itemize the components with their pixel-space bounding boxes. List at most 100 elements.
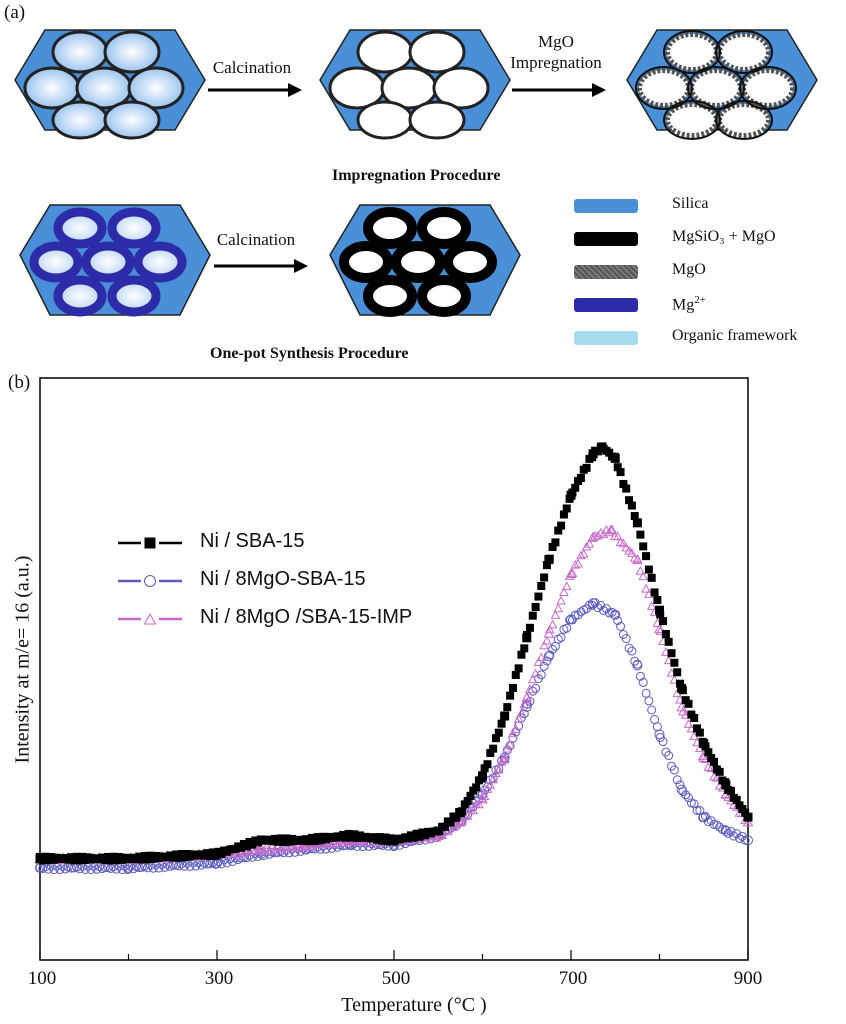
trace-point	[38, 863, 48, 873]
trace-point	[701, 742, 710, 751]
trace-point	[564, 571, 575, 580]
trace-point	[520, 644, 529, 653]
trace-point	[244, 846, 255, 856]
trace-point	[211, 851, 220, 860]
trace-point	[539, 661, 549, 671]
arrow-calcination-2	[214, 259, 308, 273]
trace-point	[128, 864, 138, 874]
trace-point	[457, 807, 466, 816]
y-axis-title: Intensity at m/e= 16 (a.u.)	[11, 555, 34, 764]
trace-point	[544, 624, 555, 634]
trace-point	[684, 793, 694, 803]
trace-point	[480, 764, 489, 773]
trace-point	[559, 510, 568, 519]
trace-point	[683, 719, 694, 728]
trace-point	[476, 793, 487, 803]
trace-point	[684, 699, 693, 708]
trace-point	[610, 452, 619, 461]
trace-point	[493, 764, 504, 774]
trace-point	[636, 530, 645, 539]
legend-mg2plus: Mg2+	[672, 294, 706, 314]
trace-point	[488, 774, 498, 784]
trace-point	[681, 790, 691, 800]
trace-point	[486, 748, 495, 757]
trace-point	[547, 619, 558, 629]
trace-point	[533, 657, 544, 667]
trace-point	[60, 864, 70, 874]
silica-swatch	[574, 199, 638, 213]
trace-point	[584, 538, 595, 548]
legend-marker-2	[143, 613, 157, 625]
trace-point	[612, 531, 623, 541]
trace-point	[92, 864, 102, 874]
trace-point	[471, 798, 481, 808]
trace-point	[530, 668, 541, 678]
trace-point	[633, 519, 642, 528]
trace-point	[522, 691, 532, 701]
trace-point	[548, 644, 558, 654]
data-point	[521, 701, 532, 712]
trace-point	[641, 688, 651, 698]
trace-point	[191, 861, 201, 871]
trace-point	[545, 650, 555, 660]
trace-point	[278, 841, 289, 851]
legend-ni-8mgo-sba15: Ni / 8MgO-SBA-15	[200, 568, 366, 590]
trace-point	[571, 483, 580, 492]
trace-point	[621, 634, 631, 644]
one-pot-procedure-title: One-pot Synthesis Procedure	[210, 345, 409, 362]
trace-point	[627, 646, 637, 656]
trace-point	[463, 796, 472, 805]
trace-point	[499, 754, 510, 764]
trace-point	[673, 668, 682, 677]
trace-point	[516, 708, 527, 717]
mgsio3-swatch	[574, 232, 638, 246]
x-tick-500: 500	[381, 968, 411, 989]
trace-point	[664, 751, 674, 761]
trace-point	[568, 488, 577, 497]
legend-ni-8mgo-sba15-imp: Ni / 8MgO /SBA-15-IMP	[200, 606, 413, 628]
trace-point	[644, 696, 654, 706]
trace-point	[593, 447, 602, 456]
trace-point	[664, 637, 673, 646]
trace-point	[556, 595, 566, 605]
data-point	[654, 623, 665, 634]
trace-point	[723, 828, 733, 838]
organic-swatch	[574, 331, 638, 345]
trace-point	[557, 521, 566, 530]
trace-point	[678, 787, 688, 797]
trace-point	[690, 713, 699, 722]
legend-mg2plus-sup: 2+	[694, 294, 706, 306]
trace-point	[616, 468, 625, 477]
trace-point	[630, 511, 639, 520]
trace-point	[525, 684, 535, 694]
trace-point	[727, 786, 736, 795]
series-1	[35, 598, 753, 875]
chart-legend-markers	[118, 536, 182, 626]
trace-point	[525, 623, 534, 632]
trace-point	[480, 785, 490, 795]
trace-point	[275, 843, 286, 853]
trace-point	[607, 524, 617, 534]
trace-point	[143, 863, 153, 873]
trace-point	[573, 558, 583, 568]
trace-point	[55, 865, 65, 875]
trace-point	[106, 863, 116, 873]
trace-point	[619, 479, 628, 488]
data-series	[34, 442, 754, 875]
trace-point	[644, 565, 653, 574]
trace-point	[540, 573, 549, 582]
hexagon-as-synthesized	[14, 29, 206, 140]
trace-point	[174, 861, 184, 871]
trace-point	[465, 804, 476, 814]
trace-point	[629, 553, 640, 562]
trace-point	[528, 611, 537, 620]
trace-point	[667, 649, 676, 658]
trace-point	[510, 724, 521, 733]
trace-point	[616, 621, 626, 631]
trace-point	[565, 615, 575, 625]
legend-silica: Silica	[672, 195, 709, 212]
trace-point	[632, 554, 643, 563]
trace-point	[485, 779, 496, 789]
trace-point	[446, 818, 455, 827]
trace-point	[635, 671, 645, 681]
